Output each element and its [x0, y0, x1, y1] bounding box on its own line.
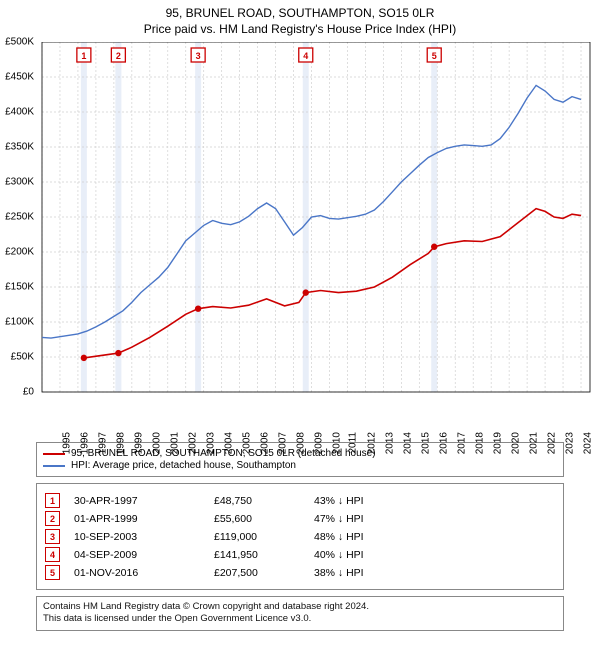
legend-swatch-hpi	[43, 465, 65, 467]
x-tick-label: 2013	[385, 432, 396, 454]
x-tick-label: 1997	[97, 432, 108, 454]
x-tick-label: 2012	[367, 432, 378, 454]
legend-row-hpi: HPI: Average price, detached house, Sout…	[43, 460, 557, 471]
x-tick-label: 2014	[403, 432, 414, 454]
sale-date: 04-SEP-2009	[74, 549, 214, 561]
x-tick-label: 1996	[79, 432, 90, 454]
sale-date: 10-SEP-2003	[74, 531, 214, 543]
x-tick-label: 2004	[223, 432, 234, 454]
x-tick-label: 2017	[457, 432, 468, 454]
x-tick-label: 2005	[241, 432, 252, 454]
x-tick-label: 1995	[61, 432, 72, 454]
y-tick-label: £300K	[0, 177, 34, 188]
x-tick-label: 2020	[510, 432, 521, 454]
sale-price: £207,500	[214, 567, 314, 579]
x-tick-label: 2011	[348, 432, 359, 454]
x-tick-label: 2024	[582, 432, 593, 454]
x-tick-label: 2006	[259, 432, 270, 454]
sale-row: 3 10-SEP-2003£119,00048% ↓ HPI	[45, 529, 555, 544]
x-tick-label: 2010	[331, 432, 342, 454]
x-tick-label: 2008	[295, 432, 306, 454]
x-tick-label: 2023	[564, 432, 575, 454]
sale-row: 4 04-SEP-2009£141,95040% ↓ HPI	[45, 547, 555, 562]
sale-date: 01-NOV-2016	[74, 567, 214, 579]
sale-price: £141,950	[214, 549, 314, 561]
x-tick-label: 2018	[474, 432, 485, 454]
x-tick-label: 2019	[492, 432, 503, 454]
sale-price: £55,600	[214, 513, 314, 525]
y-tick-label: £250K	[0, 212, 34, 223]
x-tick-label: 2009	[313, 432, 324, 454]
title-subtitle: Price paid vs. HM Land Registry's House …	[0, 22, 600, 36]
x-tick-label: 2002	[187, 432, 198, 454]
y-tick-label: £150K	[0, 282, 34, 293]
x-axis-labels: 1995199619971998199920002001200220032004…	[36, 402, 596, 434]
x-tick-label: 2001	[169, 432, 180, 454]
title-address: 95, BRUNEL ROAD, SOUTHAMPTON, SO15 0LR	[0, 6, 600, 20]
y-tick-label: £450K	[0, 72, 34, 83]
y-tick-label: £0	[0, 387, 34, 398]
sale-date: 30-APR-1997	[74, 495, 214, 507]
chart-area: 12345 £0£50K£100K£150K£200K£250K£300K£35…	[36, 42, 596, 402]
sale-diff: 43% ↓ HPI	[314, 495, 364, 507]
sale-date: 01-APR-1999	[74, 513, 214, 525]
y-tick-label: £400K	[0, 107, 34, 118]
footer-attribution: Contains HM Land Registry data © Crown c…	[36, 596, 564, 631]
y-tick-label: £350K	[0, 142, 34, 153]
y-tick-label: £50K	[0, 352, 34, 363]
svg-text:1: 1	[81, 51, 86, 61]
y-tick-label: £100K	[0, 317, 34, 328]
sale-row: 5 01-NOV-2016£207,50038% ↓ HPI	[45, 565, 555, 580]
y-tick-label: £200K	[0, 247, 34, 258]
x-tick-label: 2016	[439, 432, 450, 454]
footer-line2: This data is licensed under the Open Gov…	[43, 613, 557, 625]
x-tick-label: 2022	[546, 432, 557, 454]
sale-price: £119,000	[214, 531, 314, 543]
x-tick-label: 1998	[115, 432, 126, 454]
sale-marker: 2	[45, 511, 60, 526]
sale-row: 1 30-APR-1997£48,75043% ↓ HPI	[45, 493, 555, 508]
sale-price: £48,750	[214, 495, 314, 507]
y-tick-label: £500K	[0, 37, 34, 48]
svg-text:4: 4	[303, 51, 308, 61]
sale-marker: 4	[45, 547, 60, 562]
x-tick-label: 2021	[528, 432, 539, 454]
x-tick-label: 2000	[151, 432, 162, 454]
x-tick-label: 2003	[205, 432, 216, 454]
price-chart: 1 2 3 4 5	[36, 42, 596, 402]
sale-marker: 1	[45, 493, 60, 508]
sale-diff: 47% ↓ HPI	[314, 513, 364, 525]
legend-label-hpi: HPI: Average price, detached house, Sout…	[71, 460, 296, 471]
sale-marker: 3	[45, 529, 60, 544]
x-tick-label: 2015	[421, 432, 432, 454]
x-tick-label: 1999	[133, 432, 144, 454]
sale-diff: 38% ↓ HPI	[314, 567, 364, 579]
sale-diff: 40% ↓ HPI	[314, 549, 364, 561]
svg-text:3: 3	[196, 51, 201, 61]
sales-table: 1 30-APR-1997£48,75043% ↓ HPI 2 01-APR-1999…	[36, 483, 564, 590]
svg-text:2: 2	[116, 51, 121, 61]
sale-row: 2 01-APR-1999£55,60047% ↓ HPI	[45, 511, 555, 526]
sale-marker: 5	[45, 565, 60, 580]
sale-diff: 48% ↓ HPI	[314, 531, 364, 543]
footer-line1: Contains HM Land Registry data © Crown c…	[43, 601, 557, 613]
x-tick-label: 2007	[277, 432, 288, 454]
svg-text:5: 5	[432, 51, 437, 61]
